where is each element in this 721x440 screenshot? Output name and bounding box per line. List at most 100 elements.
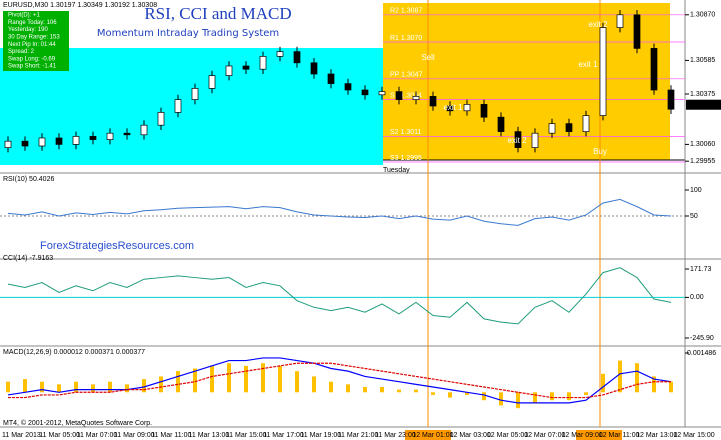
y-tick-label: -245.90 xyxy=(690,335,714,342)
time-highlight xyxy=(405,430,451,440)
candle-body xyxy=(446,105,454,112)
symbol-header: EURUSD,M30 1.30197 1.30349 1.30192 1.303… xyxy=(3,2,157,9)
chart-title: RSI, CCI and MACD xyxy=(144,4,291,23)
candle-body xyxy=(293,51,301,64)
candle-body xyxy=(616,14,624,28)
time-label: 11 Mar 15:00 xyxy=(226,432,267,439)
y-tick-label: 100 xyxy=(690,187,702,194)
histogram-bar xyxy=(363,387,367,393)
candle-body xyxy=(582,115,590,132)
annotation: exit 1 xyxy=(443,103,463,112)
candle-body xyxy=(191,88,199,100)
last-price-label: 1.30308 xyxy=(688,102,713,109)
candle-body xyxy=(531,132,539,148)
y-tick-label: 171.73 xyxy=(690,266,712,273)
histogram-bar xyxy=(74,381,78,393)
candle-body xyxy=(242,65,250,70)
candle-body xyxy=(174,99,182,113)
candle-body xyxy=(395,91,403,100)
histogram-bar xyxy=(669,381,673,393)
time-label: 12 Mar 05:00 xyxy=(487,432,528,439)
histogram-bar xyxy=(516,392,520,409)
session-zone xyxy=(383,3,670,160)
time-label: 12 Mar 11:00 xyxy=(599,432,640,439)
histogram-bar xyxy=(312,376,316,393)
candle-body xyxy=(344,83,352,91)
candle-body xyxy=(565,123,573,132)
candle-body xyxy=(412,96,420,100)
info-line: Next Pip In: 01:44 xyxy=(8,42,56,48)
time-label: 11 Mar 07:00 xyxy=(77,432,118,439)
histogram-bar xyxy=(448,392,452,398)
candle-body xyxy=(497,116,505,132)
histogram-bar xyxy=(431,392,435,395)
time-label: 11 Mar 23:00 xyxy=(375,432,416,439)
y-tick-label: 1.30060 xyxy=(690,141,715,148)
watermark: ForexStrategiesResources.com xyxy=(40,240,194,252)
histogram-bar xyxy=(499,392,503,406)
candle-body xyxy=(157,112,165,126)
y-tick-label: 50 xyxy=(690,213,698,220)
candle-body xyxy=(225,65,233,76)
pivot-label: R1 1.3070 xyxy=(390,35,422,42)
candle-body xyxy=(480,104,488,118)
info-line: Yesterday: 190 xyxy=(8,27,48,33)
info-line: Swap Short: -1.41 xyxy=(8,64,57,70)
candle-body xyxy=(667,89,675,110)
y-tick-label: 1.29955 xyxy=(690,158,715,165)
histogram-bar xyxy=(635,363,639,393)
candle-body xyxy=(89,136,97,140)
copyright: MT4, © 2001-2012, MetaQuotes Software Co… xyxy=(3,419,152,427)
info-line: Range Today: 106 xyxy=(8,20,57,26)
y-tick-label: 1.30585 xyxy=(690,57,715,64)
y-tick-label: 0.001486 xyxy=(687,350,716,357)
histogram-bar xyxy=(142,379,146,393)
candle-body xyxy=(140,124,148,136)
histogram-bar xyxy=(482,392,486,401)
candle-body xyxy=(514,131,522,148)
time-label: 12 Mar 07:00 xyxy=(524,432,565,439)
time-label: 12 Mar 13:00 xyxy=(636,432,677,439)
annotation: Buy xyxy=(593,147,607,156)
plot-layer: R2 1.3087 R1 1.3070 PP 1.3047 S1 1.3034 S2 1… xyxy=(4,8,685,163)
annotation: exit 1 xyxy=(578,60,598,69)
time-label: 12 Mar 09:00 xyxy=(562,432,603,439)
annotation: Sell xyxy=(421,53,435,62)
time-label: 11 Mar 11:00 xyxy=(151,432,191,439)
y-tick-label: 0.00 xyxy=(690,294,704,301)
panel-title: RSI(10) 50.4026 xyxy=(3,176,54,183)
candle-body xyxy=(310,62,318,75)
histogram-bar xyxy=(159,376,163,393)
histogram-bar xyxy=(652,376,656,393)
candle-body xyxy=(650,48,658,91)
histogram-bar xyxy=(278,365,282,393)
candle-body xyxy=(276,51,284,57)
time-label: 11 Mar 2013 xyxy=(2,432,41,439)
annotation: exit 2 xyxy=(507,136,527,145)
histogram-bar xyxy=(176,371,180,393)
histogram-bar xyxy=(295,371,299,393)
annotation: exit 2 xyxy=(588,20,608,29)
candle-body xyxy=(259,56,267,70)
time-label: 11 Mar 21:00 xyxy=(338,432,379,439)
panel-title: MACD(12,26,9) 0.000012 0.000371 0.000377 xyxy=(3,349,145,356)
info-line: 30 Day Range: 153 xyxy=(8,34,60,40)
histogram-bar xyxy=(108,381,112,393)
histogram-bar xyxy=(550,392,554,401)
candle-body xyxy=(327,73,335,84)
time-label: 11 Mar 17:00 xyxy=(263,432,304,439)
candle-body xyxy=(548,123,556,134)
candle-body xyxy=(55,137,63,145)
histogram-bar xyxy=(380,387,384,393)
candle-body xyxy=(599,27,607,116)
histogram-bar xyxy=(465,392,469,395)
time-highlight xyxy=(576,430,622,440)
histogram-bar xyxy=(601,373,605,393)
panel-frames xyxy=(0,0,721,428)
last-price-box xyxy=(686,99,721,110)
histogram-bar xyxy=(244,365,248,393)
info-line: Swap Long: -0.69 xyxy=(8,56,56,62)
histogram-bar xyxy=(414,389,418,393)
day-label: Tuesday xyxy=(383,167,410,174)
